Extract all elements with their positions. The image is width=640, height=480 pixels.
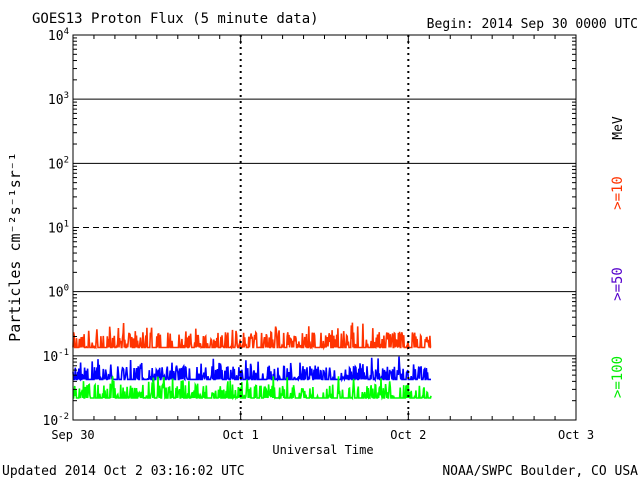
series-layer [72, 322, 432, 401]
y-tick-label: 10-2 [43, 412, 70, 429]
y-tick-exponent: 3 [64, 91, 69, 101]
x-axis-label: Universal Time [272, 443, 373, 457]
x-tick-label: Sep 30 [51, 428, 94, 442]
y-tick-exponent: 0 [64, 284, 69, 294]
chart-title: GOES13 Proton Flux (5 minute data) [32, 11, 319, 27]
legend-unit-mev: MeV [611, 116, 626, 140]
series-line-0 [72, 322, 432, 351]
begin-label: Begin: 2014 Sep 30 0000 UTC [427, 17, 638, 32]
y-tick-base: 10 [48, 93, 64, 108]
axis-layer: Sep 30 Oct 1 Oct 2 Oct 310410310210110010-1… [43, 27, 595, 442]
legend-ge50: >=50 [610, 267, 626, 301]
y-tick-base: 10 [48, 29, 64, 44]
y-tick-base: 10 [43, 414, 59, 429]
y-tick-label: 102 [48, 155, 69, 172]
y-tick-exponent: -1 [58, 348, 69, 358]
y-tick-base: 10 [43, 350, 59, 365]
y-tick-label: 10-1 [43, 348, 70, 365]
legend-ge10: >=10 [610, 176, 626, 210]
y-tick-base: 10 [48, 157, 64, 172]
y-tick-base: 10 [48, 286, 64, 301]
y-tick-exponent: -2 [58, 412, 69, 422]
footer-source: NOAA/SWPC Boulder, CO USA [442, 464, 638, 479]
y-tick-exponent: 1 [64, 220, 69, 230]
grid-layer [73, 35, 576, 420]
y-tick-label: 101 [48, 220, 69, 237]
y-tick-base: 10 [48, 222, 64, 237]
series-line-1 [72, 356, 431, 383]
y-tick-label: 100 [48, 284, 69, 301]
legend-ge100: >=100 [610, 356, 626, 398]
x-tick-label: Oct 3 [558, 428, 594, 442]
x-tick-label: Oct 1 [223, 428, 259, 442]
y-tick-exponent: 4 [64, 27, 69, 37]
series-line-2 [72, 376, 432, 401]
y-tick-exponent: 2 [64, 155, 69, 165]
y-axis-label: Particles cm⁻²s⁻¹sr⁻¹ [6, 152, 24, 342]
y-tick-label: 104 [48, 27, 69, 44]
x-tick-label: Oct 2 [390, 428, 426, 442]
y-tick-label: 103 [48, 91, 69, 108]
footer-updated: Updated 2014 Oct 2 03:16:02 UTC [2, 464, 245, 479]
